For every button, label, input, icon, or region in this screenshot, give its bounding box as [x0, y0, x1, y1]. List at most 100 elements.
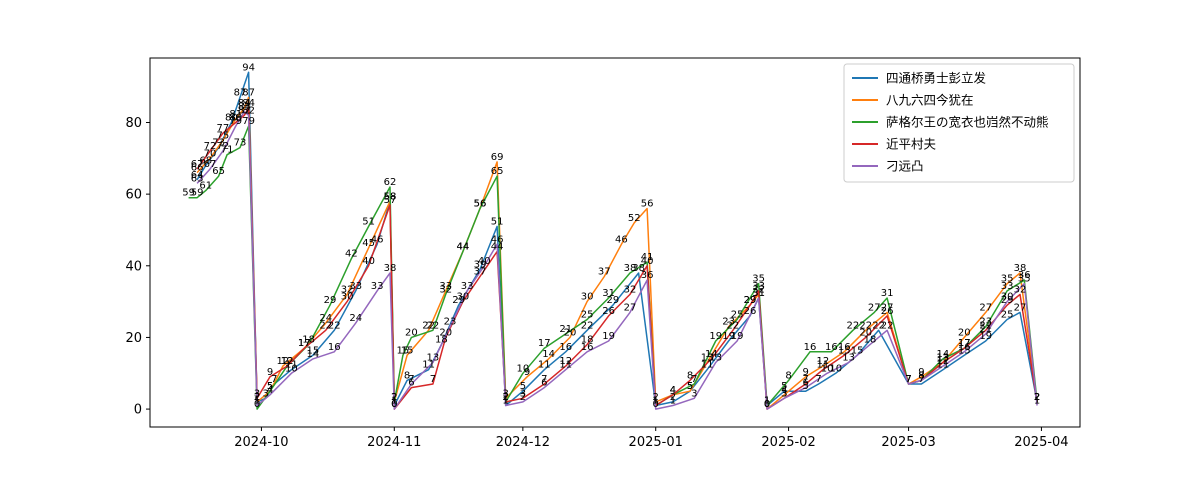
data-label-s2-1: 70: [204, 148, 217, 159]
series-line-2: [196, 96, 1038, 410]
data-label-s2-24: 20: [564, 327, 577, 338]
data-label-s4-18: 30: [457, 292, 470, 303]
y-tick-label: 80: [125, 116, 142, 131]
data-label-s3-11: 29: [324, 295, 337, 306]
x-axis: 2024-10 2024-11 2024-12 2025-01 2025-02 2025-…: [234, 427, 1069, 450]
data-label-s5-1: 67: [204, 159, 217, 170]
data-label-s3-37: 1: [764, 396, 770, 407]
data-label-s5-16: 13: [427, 353, 440, 364]
data-label-s1-2: 73: [212, 138, 225, 149]
data-label-s1-46: 15: [958, 345, 971, 356]
data-label-s5-25: 16: [581, 342, 594, 353]
legend-label-3: 萨格尔王の宽衣也岿然不动熊: [886, 115, 1049, 130]
data-label-s2-21: 3: [503, 388, 509, 399]
data-label-s2-33: 13: [701, 353, 714, 364]
data-label-s3-10: 18: [302, 335, 315, 346]
data-label-s4-12: 40: [362, 256, 375, 267]
data-label-s2-27: 46: [615, 234, 628, 245]
data-label-s1-7: 3: [263, 388, 269, 399]
data-label-s3-36: 35: [752, 274, 765, 285]
data-label-s3-22: 65: [491, 166, 504, 177]
data-label-s3-40: 16: [825, 342, 838, 353]
data-label-s5-10: 16: [328, 342, 341, 353]
data-label-s5-24: 11: [559, 360, 572, 371]
data-label-s1-38: 5: [803, 381, 809, 392]
data-label-s3-39: 16: [804, 342, 817, 353]
data-label-s1-24: 11: [538, 360, 551, 371]
data-label-s2-28: 52: [628, 213, 641, 224]
data-label-s4-14: 0: [391, 399, 397, 410]
series-line-3: [188, 125, 1038, 410]
data-label-s4-21: 2: [503, 392, 509, 403]
data-label-s1-30: 2: [670, 392, 676, 403]
data-label-s2-10: 24: [319, 313, 332, 324]
data-label-s3-26: 21: [559, 324, 572, 335]
data-label-s1-6: 2: [254, 392, 260, 403]
data-label-s1-42: 22: [872, 320, 885, 331]
data-label-s1-50: 2: [1034, 392, 1040, 403]
data-label-s3-41: 22: [847, 320, 860, 331]
data-label-s5-40: 18: [864, 335, 877, 346]
data-label-s1-8: 7: [271, 374, 277, 385]
data-label-s2-22: 9: [524, 367, 530, 378]
data-label-s3-18: 22: [427, 320, 440, 331]
data-label-s2-12: 45: [362, 238, 375, 249]
data-label-s3-47: 17: [958, 338, 971, 349]
data-label-s4-24: 12: [559, 356, 572, 367]
data-label-s2-46: 13: [937, 353, 950, 364]
data-label-s5-37: 6: [803, 378, 809, 389]
data-label-s3-21: 56: [474, 199, 487, 210]
data-label-s5-41: 22: [881, 320, 894, 331]
data-label-s1-19: 29: [452, 295, 465, 306]
data-label-s1-4: 87: [234, 87, 247, 98]
data-label-s2-37: 0: [764, 399, 770, 410]
data-label-s2-3: 81: [229, 109, 242, 120]
data-label-s4-50: 2: [1034, 392, 1040, 403]
data-label-s4-6: 3: [254, 388, 260, 399]
data-label-s3-16: 15: [397, 345, 410, 356]
data-label-s3-48: 23: [979, 317, 992, 328]
data-label-s4-11: 30: [341, 292, 354, 303]
data-label-s3-6: 79: [242, 116, 255, 127]
data-label-s5-44: 12: [937, 356, 950, 367]
data-label-s5-9: 14: [307, 349, 320, 360]
data-label-s5-13: 38: [384, 263, 397, 274]
data-label-s4-3: 80: [229, 113, 242, 124]
data-label-s4-45: 13: [937, 353, 950, 364]
legend-box: [843, 63, 1075, 183]
data-label-s3-44: 7: [905, 374, 911, 385]
data-label-s2-11: 32: [341, 284, 354, 295]
data-label-s2-0: 66: [191, 163, 204, 174]
data-label-s2-16: 22: [422, 320, 435, 331]
data-label-s4-22: 3: [520, 388, 526, 399]
data-label-s1-16: 8: [404, 370, 410, 381]
data-label-s3-31: 1: [653, 396, 659, 407]
data-label-s1-32: 11: [701, 360, 714, 371]
data-label-s4-5: 84: [242, 98, 255, 109]
plot-frame: [149, 57, 1081, 428]
data-label-s1-28: 38: [632, 263, 645, 274]
data-label-s2-14: 2: [391, 392, 397, 403]
data-label-s2-25: 30: [581, 292, 594, 303]
data-label-s3-9: 12: [281, 356, 294, 367]
data-label-s2-50: 38: [1014, 263, 1027, 274]
data-label-s5-42: 7: [905, 374, 911, 385]
data-label-s1-1: 68: [199, 156, 212, 167]
data-label-s4-25: 18: [581, 335, 594, 346]
x-tick-label: 2024-11: [367, 435, 421, 450]
data-label-s4-48: 29: [1001, 295, 1014, 306]
data-label-s4-7: 9: [267, 367, 273, 378]
data-label-s1-5: 94: [242, 62, 255, 73]
data-label-s1-34: 26: [744, 306, 757, 317]
data-label-s2-36: 32: [752, 284, 765, 295]
data-label-s2-7: 5: [267, 381, 273, 392]
data-label-s3-4: 71: [221, 145, 234, 156]
data-label-s3-46: 14: [937, 349, 950, 360]
data-label-s1-22: 1: [503, 396, 509, 407]
data-label-s1-33: 19: [722, 331, 735, 342]
data-label-s5-33: 19: [731, 331, 744, 342]
data-label-s5-26: 19: [602, 331, 615, 342]
data-label-s1-20: 39: [474, 259, 487, 270]
data-label-s2-9: 17: [298, 338, 311, 349]
